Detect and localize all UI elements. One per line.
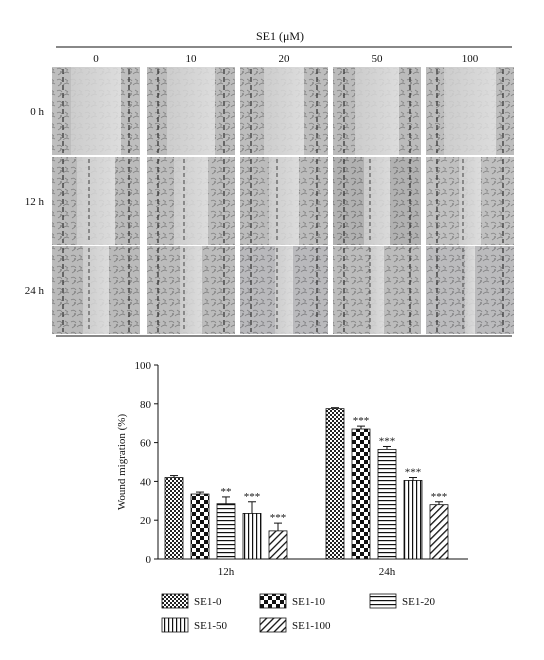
legend-label: SE1-10 [292, 596, 326, 608]
y-tick-label: 0 [146, 554, 152, 566]
legend-item: SE1-100 [259, 617, 331, 633]
bar [429, 504, 449, 560]
concentration-label: 100 [462, 53, 479, 65]
legend-label: SE1-0 [194, 596, 222, 608]
micrograph-image [426, 67, 514, 155]
significance-marker: *** [431, 491, 448, 503]
y-tick-label: 100 [135, 360, 152, 372]
micrograph-image [147, 157, 235, 245]
legend-item: SE1-50 [161, 617, 228, 633]
legend-item: SE1-0 [161, 593, 222, 609]
significance-marker: ** [221, 486, 232, 498]
y-tick-label: 80 [140, 399, 152, 411]
legend-item: SE1-20 [369, 593, 436, 609]
legend-label: SE1-100 [292, 620, 331, 632]
micrograph-image [426, 246, 514, 334]
y-tick-label: 60 [140, 438, 152, 450]
bar [325, 408, 345, 560]
legend-item: SE1-10 [259, 593, 326, 609]
micrograph-image [52, 157, 140, 245]
concentration-label: 0 [93, 53, 99, 65]
legend-label: SE1-20 [402, 596, 436, 608]
bar [164, 477, 184, 560]
concentration-label: 20 [279, 53, 291, 65]
concentration-header: SE1 (μM) [256, 29, 304, 43]
micrograph-image [333, 246, 421, 334]
x-tick-label: 24h [379, 566, 396, 578]
timepoint-label: 0 h [30, 106, 44, 118]
micrograph-image [52, 67, 140, 155]
concentration-label: 50 [372, 53, 384, 65]
micrograph-image [240, 246, 328, 334]
micrograph-image [52, 246, 140, 334]
bar [377, 448, 397, 560]
bar [403, 480, 423, 560]
bars: ** ****************** [164, 407, 449, 560]
micrograph-image [147, 67, 235, 155]
legend-swatch [259, 617, 287, 633]
bar [216, 503, 236, 560]
legend-swatch [161, 593, 189, 609]
bar [268, 530, 288, 560]
legend-swatch [161, 617, 189, 633]
y-axis-label: Wound migration (%) [116, 414, 128, 511]
x-tick-label: 12h [218, 566, 235, 578]
y-ticks: 0 20 40 60 80 100 [135, 360, 158, 566]
x-tick-labels: 12h 24h [218, 566, 396, 578]
concentration-labels: 0 10 20 50 100 [93, 53, 479, 65]
micrograph-image [147, 246, 235, 334]
concentration-label: 10 [186, 53, 198, 65]
y-tick-label: 20 [140, 515, 152, 527]
significance-marker: *** [270, 512, 287, 524]
micrograph-image [333, 67, 421, 155]
significance-marker: *** [353, 415, 370, 427]
bar [351, 428, 371, 560]
timepoint-label: 24 h [25, 285, 45, 297]
micrograph-image [240, 67, 328, 155]
significance-marker: *** [244, 491, 261, 503]
legend-label: SE1-50 [194, 620, 228, 632]
micrograph-image [333, 157, 421, 245]
bar [190, 493, 210, 560]
legend-swatch [369, 593, 397, 609]
micrograph-grid [52, 67, 514, 334]
bar [242, 513, 262, 560]
micrograph-image [426, 157, 514, 245]
significance-marker: *** [405, 467, 422, 479]
legend-swatch [259, 593, 287, 609]
micrograph-image [240, 157, 328, 245]
y-tick-label: 40 [140, 476, 152, 488]
timepoint-label: 12 h [25, 196, 45, 208]
timepoint-labels: 0 h 12 h 24 h [25, 106, 45, 297]
significance-marker: *** [379, 435, 396, 447]
legend: SE1-0 SE1-10 SE1-20 SE1-50 SE1-100 [161, 593, 436, 633]
